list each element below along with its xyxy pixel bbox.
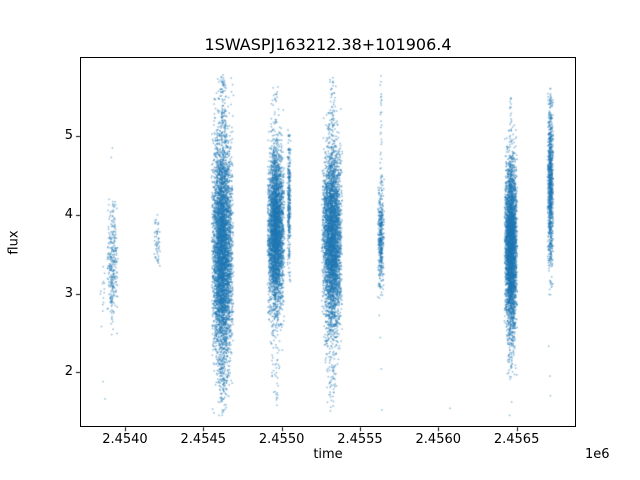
axes-box (80, 57, 576, 427)
chart-title: 1SWASPJ163212.38+101906.4 (204, 35, 452, 54)
x-tick-label: 2.4560 (415, 432, 462, 447)
x-tick-label: 2.4540 (102, 432, 148, 447)
x-tick-label: 2.4555 (337, 432, 383, 447)
y-tick-label: 4 (64, 206, 73, 222)
y-tick-label: 5 (64, 128, 73, 144)
x-axis-label: time (313, 447, 343, 462)
x-tick-label: 2.4545 (180, 432, 227, 447)
y-tick-label: 3 (64, 285, 73, 301)
x-tick-label: 2.4550 (258, 432, 305, 447)
y-axis-label: flux (6, 230, 22, 255)
x-axis-offset-label: 1e6 (585, 447, 610, 462)
y-tick-label: 2 (64, 364, 73, 380)
x-tick-label: 2.4565 (493, 432, 540, 447)
